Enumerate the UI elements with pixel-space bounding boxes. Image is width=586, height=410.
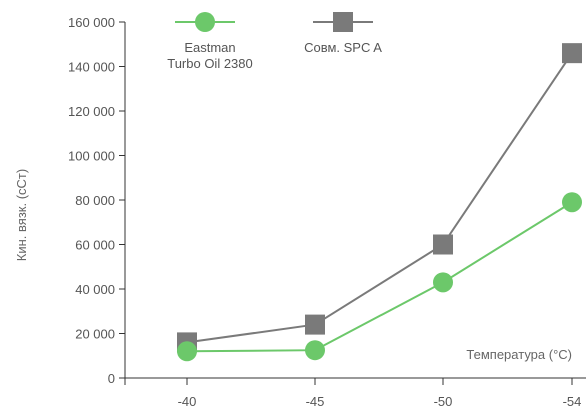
series-group [177, 43, 582, 362]
y-tick-label: 0 [108, 371, 115, 386]
series-line [186, 201, 573, 353]
y-tick-label: 40 000 [75, 282, 115, 297]
data-point [562, 43, 582, 64]
series-line [186, 52, 573, 344]
y-tick-label: 20 000 [75, 327, 115, 342]
data-point [177, 341, 197, 362]
y-tick-label: 100 000 [68, 149, 115, 164]
legend-label: Eastman [184, 40, 235, 55]
legend-label: Turbo Oil 2380 [167, 56, 253, 71]
x-tick-label: -50 [434, 394, 453, 409]
data-point [305, 314, 325, 335]
legend-marker [333, 12, 353, 32]
legend-label: Совм. SPC A [304, 40, 382, 55]
y-tick-label: 80 000 [75, 193, 115, 208]
data-point [562, 192, 582, 213]
axes: 0 20 000 40 000 60 000 80 000 100 000 120 000 1… [68, 15, 586, 409]
y-tick-label: 160 000 [68, 15, 115, 30]
data-point [305, 340, 325, 361]
y-tick-label: 120 000 [68, 104, 115, 119]
data-point [433, 234, 453, 255]
y-tick-label: 60 000 [75, 238, 115, 253]
x-tick-label: -45 [306, 394, 325, 409]
data-point [433, 272, 453, 293]
y-axis-title: Кин. вязк. (сСт) [14, 169, 29, 261]
legend-marker [195, 12, 215, 32]
x-tick-label: -40 [178, 394, 197, 409]
x-tick-label: -54 [563, 394, 582, 409]
y-tick-label: 140 000 [68, 60, 115, 75]
x-axis-title: Температура (°C) [466, 347, 572, 362]
